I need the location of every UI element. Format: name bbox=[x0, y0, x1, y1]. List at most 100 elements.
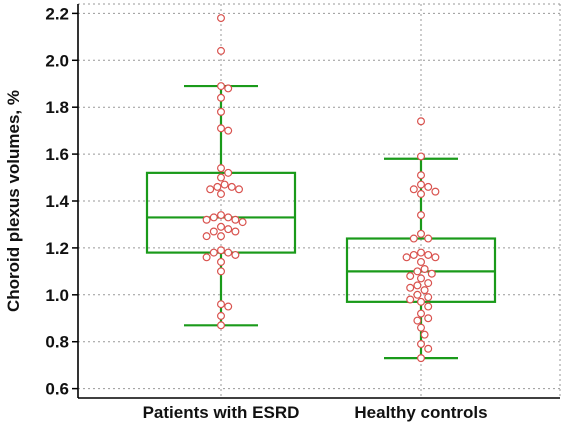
data-point bbox=[209, 248, 218, 257]
data-point bbox=[424, 302, 433, 311]
category-label: Patients with ESRD bbox=[143, 403, 300, 422]
data-point bbox=[413, 267, 422, 276]
data-point bbox=[427, 269, 436, 278]
data-point bbox=[409, 234, 418, 243]
data-point bbox=[413, 316, 422, 325]
data-point bbox=[217, 321, 226, 330]
data-point bbox=[409, 185, 418, 194]
data-point bbox=[417, 274, 426, 283]
data-point bbox=[224, 126, 233, 135]
data-point bbox=[213, 182, 222, 191]
data-point bbox=[202, 253, 211, 262]
data-point bbox=[217, 232, 226, 241]
data-point bbox=[417, 340, 426, 349]
data-point bbox=[413, 281, 422, 290]
data-point bbox=[424, 279, 433, 288]
data-point bbox=[217, 257, 226, 266]
y-axis-title: Choroid plexus volumes, % bbox=[4, 90, 23, 312]
data-point bbox=[231, 227, 240, 236]
data-point bbox=[417, 323, 426, 332]
data-point bbox=[217, 222, 226, 231]
data-point bbox=[209, 227, 218, 236]
data-point bbox=[217, 124, 226, 133]
data-point bbox=[217, 211, 226, 220]
data-point bbox=[406, 283, 415, 292]
data-point bbox=[220, 180, 229, 189]
data-point bbox=[420, 286, 429, 295]
data-point bbox=[238, 218, 247, 227]
data-point bbox=[217, 14, 226, 23]
data-point bbox=[420, 330, 429, 339]
y-tick-label: 1.8 bbox=[45, 98, 69, 117]
data-point bbox=[424, 293, 433, 302]
data-point bbox=[409, 250, 418, 259]
data-point bbox=[202, 232, 211, 241]
data-point bbox=[209, 213, 218, 222]
data-point bbox=[217, 93, 226, 102]
data-point bbox=[224, 248, 233, 257]
data-point bbox=[424, 250, 433, 259]
data-point bbox=[217, 300, 226, 309]
y-tick-label: 1.2 bbox=[45, 239, 69, 258]
data-point bbox=[231, 250, 240, 259]
data-point bbox=[224, 168, 233, 177]
grid-lines bbox=[78, 3, 561, 398]
data-point bbox=[402, 253, 411, 262]
data-point bbox=[217, 173, 226, 182]
data-point bbox=[217, 107, 226, 116]
y-tick-label: 0.8 bbox=[45, 333, 69, 352]
data-point bbox=[424, 344, 433, 353]
data-point bbox=[417, 211, 426, 220]
y-tick-label: 2.0 bbox=[45, 51, 69, 70]
data-point bbox=[217, 82, 226, 91]
data-point bbox=[231, 215, 240, 224]
data-point bbox=[227, 182, 236, 191]
data-point bbox=[417, 248, 426, 257]
data-point bbox=[417, 171, 426, 180]
data-point bbox=[406, 272, 415, 281]
data-point bbox=[224, 225, 233, 234]
data-point bbox=[417, 117, 426, 126]
axes bbox=[72, 4, 560, 399]
data-point bbox=[217, 164, 226, 173]
data-point bbox=[417, 152, 426, 161]
data-point bbox=[202, 215, 211, 224]
data-point bbox=[206, 185, 215, 194]
data-point bbox=[217, 246, 226, 255]
data-point bbox=[217, 189, 226, 198]
data-point bbox=[224, 84, 233, 93]
data-point bbox=[420, 265, 429, 274]
y-tick-label: 1.4 bbox=[45, 192, 69, 211]
y-tick-label: 1.6 bbox=[45, 145, 69, 164]
data-point bbox=[424, 182, 433, 191]
data-point bbox=[417, 180, 426, 189]
data-point bbox=[235, 185, 244, 194]
y-tick-label: 0.6 bbox=[45, 380, 69, 399]
box-group bbox=[145, 84, 497, 360]
data-point bbox=[417, 297, 426, 306]
data-point bbox=[217, 311, 226, 320]
category-label: Healthy controls bbox=[354, 403, 487, 422]
y-tick-label: 2.2 bbox=[45, 4, 69, 23]
y-tick-labels: 0.6 0.8 1.0 1.2 1.4 1.6 1.8 2.0 2.2 bbox=[45, 4, 69, 398]
data-point bbox=[224, 213, 233, 222]
data-point bbox=[431, 187, 440, 196]
data-point bbox=[417, 189, 426, 198]
data-point bbox=[424, 234, 433, 243]
data-point bbox=[417, 309, 426, 318]
data-point bbox=[417, 257, 426, 266]
y-tick-label: 1.0 bbox=[45, 286, 69, 305]
data-point bbox=[413, 290, 422, 299]
data-points bbox=[202, 14, 440, 363]
category-labels: Patients with ESRD Healthy controls bbox=[143, 403, 488, 422]
data-point bbox=[406, 295, 415, 304]
data-point bbox=[424, 314, 433, 323]
data-point bbox=[417, 354, 426, 363]
data-point bbox=[431, 253, 440, 262]
data-point bbox=[217, 46, 226, 55]
data-point bbox=[217, 267, 226, 276]
data-point bbox=[417, 229, 426, 238]
data-point bbox=[224, 302, 233, 311]
